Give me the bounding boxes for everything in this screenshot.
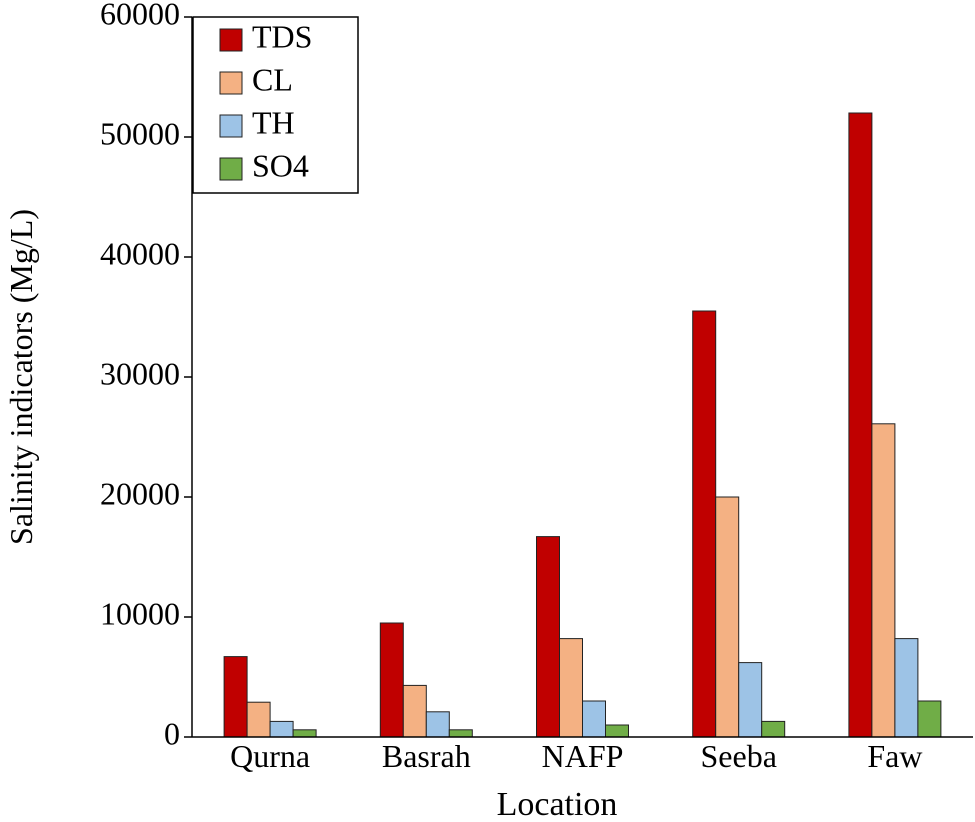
bar	[269, 720, 294, 738]
bar	[448, 729, 473, 738]
legend-swatch	[219, 114, 243, 138]
y-tick-label: 0	[164, 715, 180, 751]
y-tick-label: 20000	[100, 475, 180, 511]
legend-swatch	[219, 71, 243, 95]
y-tick-label: 60000	[100, 0, 180, 31]
x-tick-label: Basrah	[382, 738, 471, 774]
bar	[692, 310, 717, 738]
bar	[223, 656, 248, 738]
legend-swatch	[219, 157, 243, 181]
x-axis-label: Location	[497, 786, 618, 822]
x-tick-label: Seeba	[700, 738, 776, 774]
x-tick-label: NAFP	[542, 738, 624, 774]
y-tick-label: 30000	[100, 355, 180, 391]
legend-swatch	[219, 28, 243, 52]
legend-label: CL	[252, 61, 293, 97]
legend-label: TDS	[252, 18, 312, 54]
bar	[605, 724, 629, 738]
bar	[379, 622, 404, 738]
bar	[917, 700, 942, 738]
bar	[715, 496, 740, 738]
legend-label: TH	[252, 104, 295, 140]
bar	[848, 112, 873, 738]
bar	[582, 700, 606, 738]
y-tick-label: 50000	[100, 115, 180, 151]
bar	[536, 536, 560, 738]
y-tick-label: 10000	[100, 595, 180, 631]
bar	[292, 729, 317, 738]
legend-label: SO4	[252, 147, 309, 183]
bar	[894, 638, 919, 738]
bar	[738, 662, 763, 738]
bar	[761, 720, 786, 738]
bar	[402, 684, 427, 738]
y-axis-label: Salinity indicators (Mg/L)	[3, 209, 39, 545]
x-tick-label: Qurna	[230, 738, 310, 774]
bar	[871, 423, 896, 738]
y-tick-label: 40000	[100, 235, 180, 271]
x-tick-label: Faw	[867, 738, 922, 774]
bar	[425, 711, 450, 738]
bar	[559, 638, 583, 738]
bar	[246, 701, 271, 738]
